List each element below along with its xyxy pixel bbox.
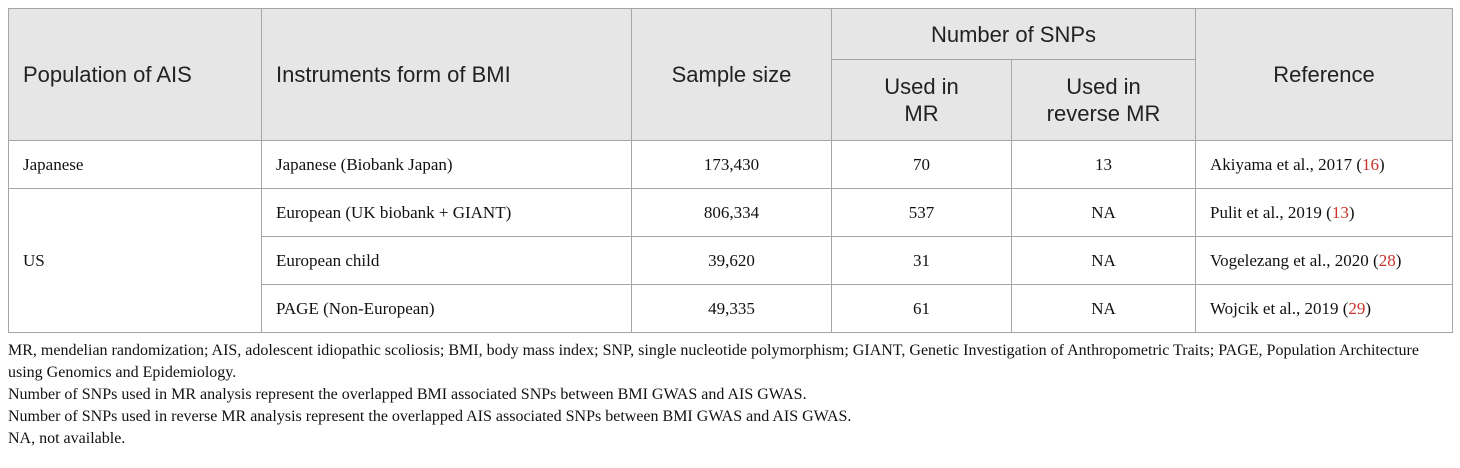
cell-used-reverse-mr: NA (1011, 188, 1196, 237)
reference-close: ) (1365, 298, 1372, 318)
header-number-of-snps: Number of SNPs (831, 8, 1196, 60)
cell-used-reverse-mr: NA (1011, 284, 1196, 333)
cell-sample-size: 806,334 (631, 188, 832, 237)
cell-instrument: European (UK biobank + GIANT) (261, 188, 632, 237)
header-reference: Reference (1195, 8, 1453, 141)
header-sample-size: Sample size (631, 8, 832, 141)
cell-reference: Wojcik et al., 2019 (29) (1195, 284, 1453, 333)
reference-text: Pulit et al., 2019 ( (1210, 202, 1332, 222)
reference-close: ) (1379, 154, 1385, 174)
cell-used-mr: 61 (831, 284, 1012, 333)
header-used-in-mr: Used in MR (831, 59, 1012, 141)
table-row: US European (UK biobank + GIANT) 806,334… (8, 188, 1453, 333)
cell-sample-size: 173,430 (631, 140, 832, 189)
reference-text: Wojcik et al., 2019 ( (1210, 298, 1349, 318)
reference-link[interactable]: 29 (1348, 298, 1366, 318)
header-used-in-reverse-mr: Used in reverse MR (1011, 59, 1196, 141)
reference-link[interactable]: 16 (1362, 154, 1380, 174)
reference-link[interactable]: 28 (1378, 250, 1396, 270)
cell-used-reverse-mr: 13 (1011, 140, 1196, 189)
cell-instrument: Japanese (Biobank Japan) (261, 140, 632, 189)
table-row: European child 39,620 31 NA Vogelezang e… (9, 236, 1453, 285)
footnote: MR, mendelian randomization; AIS, adoles… (8, 342, 1419, 381)
reference-text: Akiyama et al., 2017 ( (1210, 154, 1363, 174)
data-table: Population of AIS Instruments form of BM… (8, 8, 1453, 333)
table-header: Population of AIS Instruments form of BM… (8, 8, 1453, 141)
cell-used-mr: 70 (831, 140, 1012, 189)
cell-population: Japanese (8, 140, 262, 189)
cell-used-mr: 537 (831, 188, 1012, 237)
reference-close: ) (1395, 250, 1402, 270)
cell-instrument: European child (261, 236, 632, 285)
cell-reference: Akiyama et al., 2017 (16) (1195, 140, 1453, 189)
cell-population: US (8, 188, 262, 333)
cell-sample-size: 39,620 (631, 236, 832, 285)
header-instruments: Instruments form of BMI (261, 8, 632, 141)
cell-reference: Pulit et al., 2019 (13) (1195, 188, 1453, 237)
footnote: NA, not available. (8, 430, 126, 447)
table-row: PAGE (Non-European) 49,335 61 NA Wojcik … (9, 284, 1453, 333)
table-footnotes: MR, mendelian randomization; AIS, adoles… (8, 340, 1452, 450)
footnote: Number of SNPs used in MR analysis repre… (8, 386, 807, 403)
reference-text: Vogelezang et al., 2020 ( (1210, 250, 1379, 270)
reference-link[interactable]: 13 (1331, 202, 1349, 222)
table-row: Japanese Japanese (Biobank Japan) 173,43… (8, 140, 1453, 189)
cell-sample-size: 49,335 (631, 284, 832, 333)
footnote: Number of SNPs used in reverse MR analys… (8, 408, 852, 425)
header-population: Population of AIS (8, 8, 262, 141)
cell-used-mr: 31 (831, 236, 1012, 285)
cell-reference: Vogelezang et al., 2020 (28) (1195, 236, 1453, 285)
reference-close: ) (1348, 202, 1355, 222)
cell-used-reverse-mr: NA (1011, 236, 1196, 285)
cell-instrument: PAGE (Non-European) (261, 284, 632, 333)
